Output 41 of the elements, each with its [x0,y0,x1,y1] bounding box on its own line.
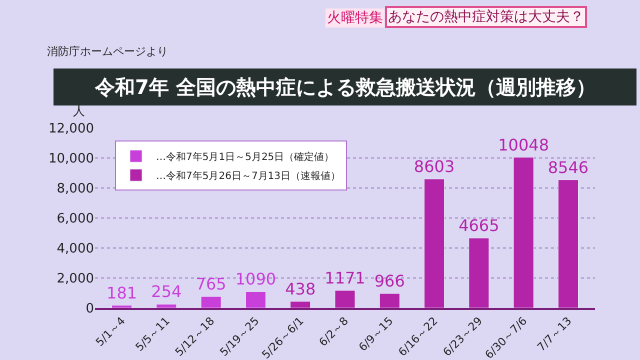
data-label: 1090 [235,270,276,289]
data-label: 966 [374,272,405,291]
data-label: 765 [196,274,226,294]
data-label: 8546 [548,158,589,177]
x-tick-label: 5/1～4 [93,314,128,349]
data-label: 438 [285,279,316,298]
x-tick-label: 5/5～11 [133,314,172,354]
data-label: 4665 [458,216,500,236]
bar [558,180,579,308]
bar [424,178,445,308]
text: 火曜特集 [327,10,383,26]
bar [379,293,400,308]
legend-label: …令和7年5月1日～5月25日（確定値） [156,151,334,163]
bar [513,157,534,308]
y-tick-label: 6,000 [56,212,94,227]
x-tick-label: 7/7～13 [534,314,574,354]
data-label: 10048 [498,135,550,154]
bar [290,301,311,308]
data-label: 1171 [324,268,366,288]
bar [245,291,266,308]
y-axis-title: 人 [73,104,85,118]
y-tick-label: 4,000 [56,242,94,257]
x-tick-label: 6/2～8 [316,314,352,349]
bar [468,238,490,308]
legend-label: …令和7年5月26日～7月13日（速報値） [156,170,341,182]
data-label: 181 [106,283,138,302]
bar [111,305,132,308]
bar [156,304,177,308]
x-tick-label: 6/9～15 [356,314,396,354]
data-label: 8603 [414,156,455,176]
y-tick-label: 8,000 [56,182,94,197]
y-tick-label: 12,000 [48,122,94,137]
y-tick-label: 2,000 [56,272,94,287]
chart-title: 令和7年 全国の熱中症による救急搬送状況（週別推移） [94,75,596,99]
bar [334,290,356,308]
data-label: 254 [151,282,182,302]
text: あなたの熱中症対策は大丈夫？ [388,9,584,25]
text: 消防庁ホームページより [47,45,168,58]
bar [200,296,222,308]
y-tick-label: 10,000 [48,152,94,167]
y-tick-label: 0 [86,302,94,317]
